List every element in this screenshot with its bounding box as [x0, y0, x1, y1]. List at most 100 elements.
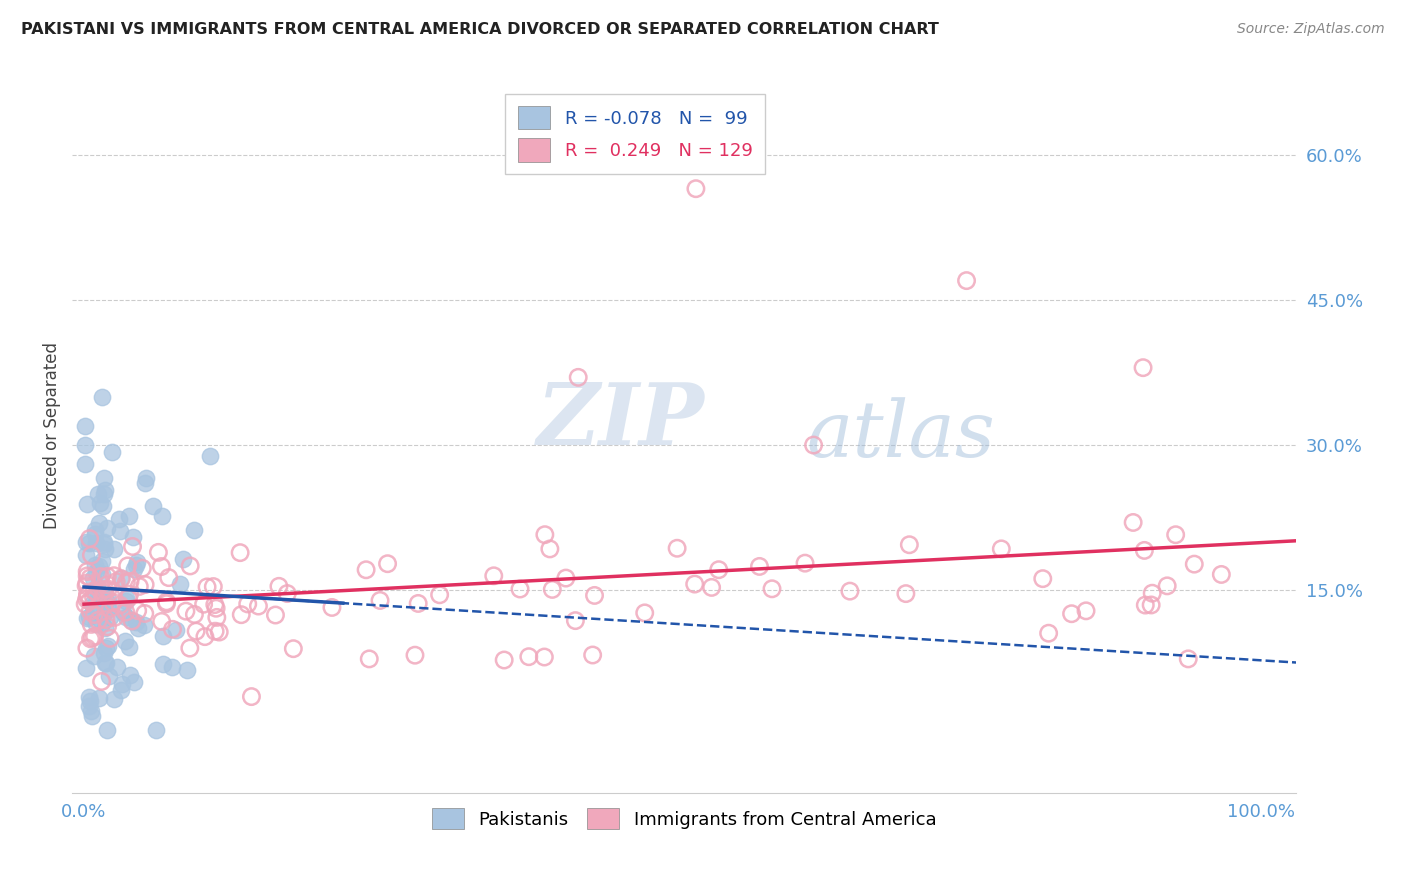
- Point: [80, 548, 103, 562]
- Point: [96, 723, 118, 738]
- Point: [97, 596, 120, 610]
- Point: [98, 668, 121, 682]
- Point: [76, 611, 98, 625]
- Point: [93, 646, 115, 660]
- Point: [90, 391, 112, 405]
- Point: [77, 536, 100, 550]
- Point: [87, 589, 110, 603]
- Point: [205, 601, 228, 615]
- Point: [76, 576, 98, 591]
- Point: [509, 582, 531, 596]
- Point: [79, 594, 101, 608]
- Point: [202, 580, 225, 594]
- Point: [204, 598, 226, 612]
- Point: [183, 607, 205, 622]
- Point: [101, 595, 124, 609]
- Point: [76, 641, 98, 656]
- Point: [77, 609, 100, 624]
- Point: [1122, 516, 1144, 530]
- Point: [97, 639, 120, 653]
- Point: [86, 586, 108, 600]
- Point: [75, 458, 97, 472]
- Point: [494, 653, 516, 667]
- Point: [94, 541, 117, 556]
- Point: [142, 499, 165, 513]
- Point: [1132, 360, 1154, 375]
- Point: [114, 634, 136, 648]
- Point: [91, 499, 114, 513]
- Point: [94, 582, 117, 597]
- Point: [87, 613, 110, 627]
- Point: [82, 631, 104, 645]
- Point: [157, 571, 180, 585]
- Point: [87, 516, 110, 530]
- Point: [184, 624, 207, 639]
- Point: [98, 632, 121, 646]
- Point: [103, 691, 125, 706]
- Point: [75, 438, 97, 452]
- Point: [955, 274, 977, 288]
- Point: [87, 487, 110, 501]
- Point: [172, 551, 194, 566]
- Point: [93, 535, 115, 549]
- Point: [162, 622, 184, 636]
- Point: [80, 709, 103, 723]
- Point: [160, 659, 183, 673]
- Point: [103, 568, 125, 582]
- Point: [114, 594, 136, 608]
- Point: [76, 497, 98, 511]
- Point: [96, 577, 118, 591]
- Point: [79, 632, 101, 646]
- Point: [152, 630, 174, 644]
- Y-axis label: Divorced or Separated: Divorced or Separated: [44, 342, 60, 529]
- Point: [110, 524, 132, 538]
- Point: [94, 656, 117, 670]
- Point: [110, 572, 132, 586]
- Point: [179, 641, 201, 656]
- Point: [76, 565, 98, 579]
- Point: [264, 607, 287, 622]
- Point: [121, 614, 143, 628]
- Point: [83, 558, 105, 572]
- Point: [83, 648, 105, 663]
- Point: [121, 614, 143, 628]
- Point: [194, 630, 217, 644]
- Point: [94, 657, 117, 671]
- Point: [96, 569, 118, 583]
- Point: [83, 629, 105, 643]
- Point: [84, 616, 107, 631]
- Point: [105, 574, 128, 589]
- Point: [75, 597, 97, 611]
- Point: [534, 527, 557, 541]
- Point: [283, 641, 305, 656]
- Point: [84, 536, 107, 550]
- Point: [1164, 527, 1187, 541]
- Point: [404, 648, 426, 663]
- Point: [583, 589, 606, 603]
- Point: [115, 591, 138, 605]
- Point: [128, 579, 150, 593]
- Point: [97, 601, 120, 615]
- Point: [240, 690, 263, 704]
- Point: [377, 557, 399, 571]
- Point: [80, 598, 103, 612]
- Point: [93, 606, 115, 620]
- Point: [101, 445, 124, 459]
- Point: [90, 569, 112, 583]
- Point: [707, 563, 730, 577]
- Point: [83, 607, 105, 622]
- Point: [111, 677, 134, 691]
- Point: [100, 590, 122, 604]
- Point: [90, 554, 112, 568]
- Point: [666, 541, 689, 556]
- Point: [429, 588, 451, 602]
- Point: [634, 606, 657, 620]
- Point: [700, 581, 723, 595]
- Text: ZIP: ZIP: [537, 379, 706, 463]
- Point: [117, 558, 139, 573]
- Point: [76, 569, 98, 583]
- Point: [84, 565, 107, 579]
- Point: [990, 541, 1012, 556]
- Point: [229, 546, 252, 560]
- Point: [1060, 607, 1083, 621]
